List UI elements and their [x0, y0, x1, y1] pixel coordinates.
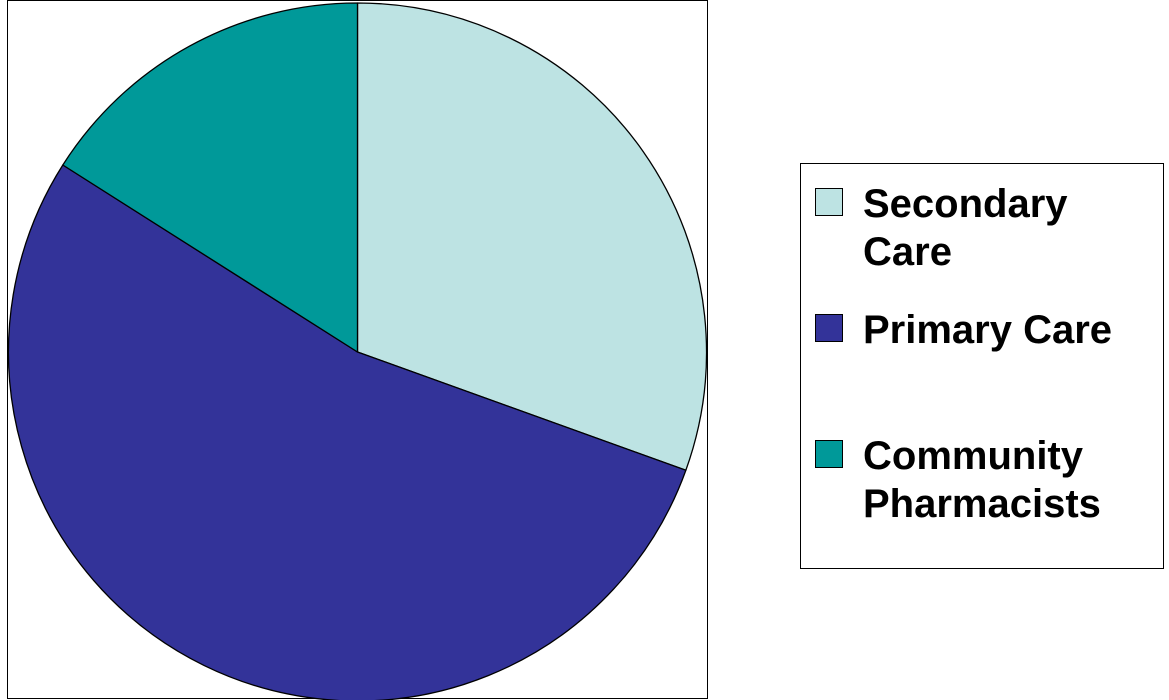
- legend-label-line: Secondary: [863, 182, 1068, 226]
- legend-label-primary-care: Primary Care: [863, 306, 1163, 354]
- legend: Secondary Care Primary Care Community Ph…: [800, 163, 1164, 569]
- legend-label-line: Pharmacists: [863, 482, 1101, 526]
- legend-swatch-community-pharmacists: [815, 440, 843, 468]
- legend-label-community-pharmacists: Community Pharmacists: [863, 432, 1163, 528]
- legend-label-line: Care: [863, 230, 952, 274]
- legend-label-secondary-care: Secondary Care: [863, 180, 1163, 276]
- legend-label-line: Community: [863, 434, 1083, 478]
- pie-slice-community-pharmacists: [62, 2, 359, 353]
- legend-swatch-secondary-care: [815, 188, 843, 216]
- legend-swatch-primary-care: [815, 314, 843, 342]
- pie-slices: [7, 2, 708, 700]
- legend-label-line: Primary Care: [863, 308, 1113, 352]
- pie-slice-secondary-care: [356, 2, 708, 471]
- pie-slice-primary-care: [7, 164, 687, 700]
